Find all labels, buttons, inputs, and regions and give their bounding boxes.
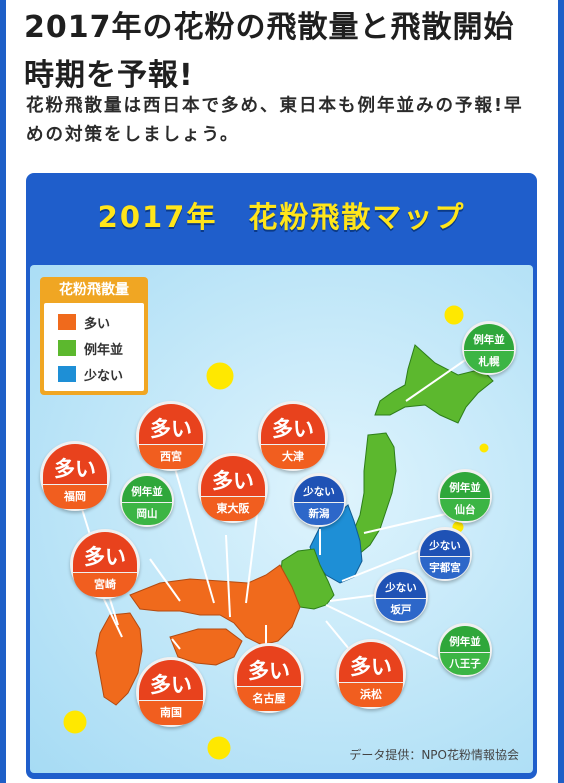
city-badge-nagoya: 多い 名古屋 bbox=[234, 643, 304, 713]
legend-swatch-green bbox=[58, 340, 76, 356]
legend-swatch-orange bbox=[58, 314, 76, 330]
city-badge-higashiosaka: 多い 東大阪 bbox=[198, 453, 268, 523]
frame-left-border bbox=[0, 0, 6, 783]
legend-body: 多い 例年並 少ない bbox=[44, 303, 144, 391]
legend-item-few: 少ない bbox=[58, 365, 124, 384]
city-badge-miyazaki: 多い 宮崎 bbox=[70, 529, 140, 599]
western-honshu-shape bbox=[129, 564, 301, 646]
city-badge-hamamatsu: 多い 浜松 bbox=[336, 639, 406, 709]
city-badge-niigata: 少ない 新潟 bbox=[292, 473, 346, 527]
kyushu-shape bbox=[95, 612, 143, 706]
city-badge-fukuoka: 多い 福岡 bbox=[40, 441, 110, 511]
legend-title: 花粉飛散量 bbox=[59, 282, 129, 298]
city-badge-sendai: 例年並 仙台 bbox=[438, 469, 492, 523]
legend-swatch-blue bbox=[58, 366, 76, 382]
legend-label: 多い bbox=[84, 316, 111, 332]
city-badge-sakado: 少ない 坂戸 bbox=[374, 569, 428, 623]
map-title: 2017年 花粉飛散マップ bbox=[97, 200, 466, 234]
tohoku-shape bbox=[345, 432, 397, 556]
sun-icon bbox=[63, 305, 489, 760]
city-badge-nankoku: 多い 南国 bbox=[136, 657, 206, 727]
legend-label: 少ない bbox=[84, 368, 124, 384]
page-headline: 2017年の花粉の飛散量と飛散開始時期を予報! bbox=[24, 10, 515, 93]
legend-label: 例年並 bbox=[84, 342, 124, 358]
city-badge-okayama: 例年並 岡山 bbox=[120, 473, 174, 527]
city-badge-otsu: 多い 大津 bbox=[258, 401, 328, 471]
city-badge-utsunomiya: 少ない 宇都宮 bbox=[418, 527, 472, 581]
pollen-map-card: 2017年 花粉飛散マップ bbox=[26, 173, 537, 779]
data-credit: データ提供：NPO花粉情報協会 bbox=[349, 748, 519, 762]
lead-text: 花粉飛散量は西日本で多め、東日本も例年並みの予報!早めの対策をしましょう。 bbox=[26, 96, 524, 145]
legend-item-average: 例年並 bbox=[58, 339, 124, 358]
city-badge-hachioji: 例年並 八王子 bbox=[438, 623, 492, 677]
legend-item-many: 多い bbox=[58, 313, 111, 332]
city-badge-sapporo: 例年並 札幌 bbox=[462, 321, 516, 375]
japan-map bbox=[63, 305, 494, 760]
city-badge-nishinomiya: 多い 西宮 bbox=[136, 401, 206, 471]
frame-right-border bbox=[558, 0, 564, 783]
map-area: 花粉飛散量 多い 例年並 少ない 多い 福岡 多い bbox=[30, 265, 533, 773]
map-legend: 花粉飛散量 多い 例年並 少ない bbox=[40, 277, 148, 395]
